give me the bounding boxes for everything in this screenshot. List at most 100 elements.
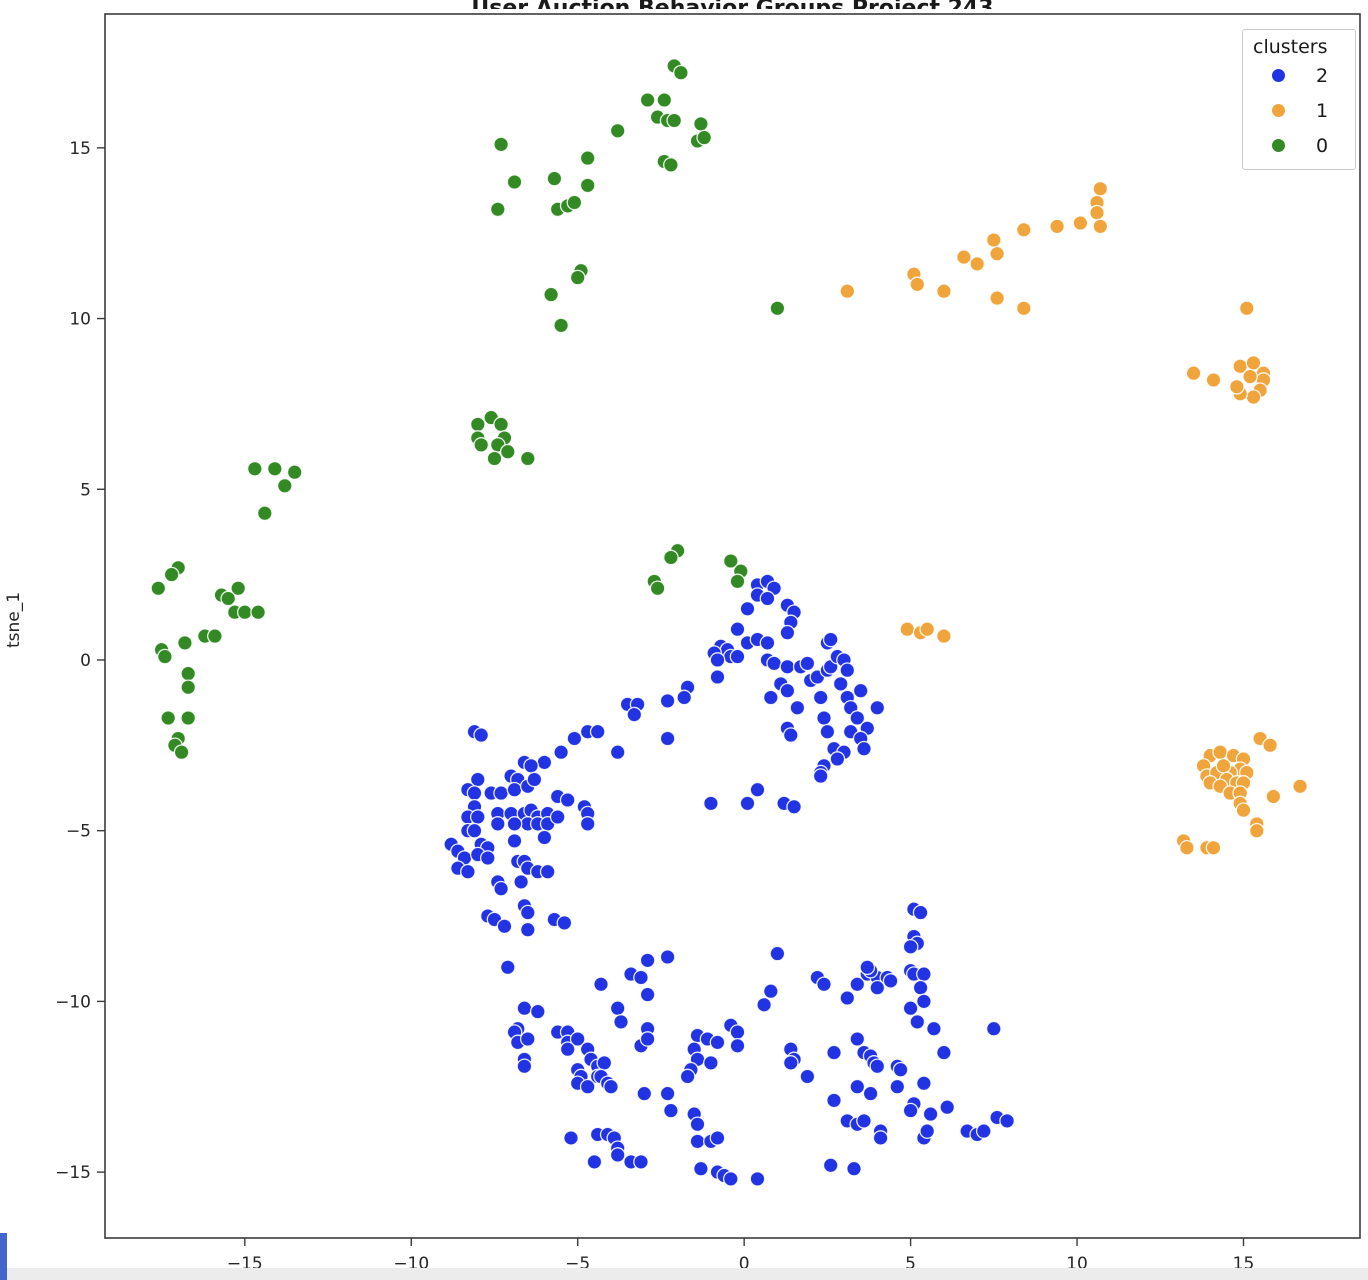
data-point	[256, 505, 273, 522]
data-point	[473, 727, 490, 743]
data-point	[729, 621, 746, 638]
data-point	[912, 904, 929, 921]
data-point	[496, 918, 513, 935]
data-point	[709, 669, 726, 685]
data-point	[909, 1014, 926, 1030]
data-point	[822, 1157, 839, 1174]
data-point	[812, 768, 829, 784]
data-point	[656, 92, 673, 108]
plot-title: User Auction Behavior Groups Project 243	[105, 0, 1360, 9]
data-point	[869, 699, 886, 716]
data-point	[729, 648, 746, 665]
data-point	[220, 590, 237, 607]
data-point	[493, 880, 509, 897]
data-point	[569, 269, 586, 286]
data-point	[839, 283, 856, 300]
data-point	[1015, 300, 1032, 317]
data-point	[180, 679, 197, 696]
data-point	[936, 283, 952, 300]
data-point	[985, 1020, 1002, 1037]
legend-label: 1	[1316, 99, 1329, 122]
y-tick-label: 0	[80, 651, 91, 671]
data-point	[912, 979, 929, 996]
data-point	[899, 621, 916, 638]
data-point	[859, 959, 876, 976]
data-point	[513, 874, 529, 890]
data-point	[799, 1068, 816, 1085]
data-point	[506, 174, 523, 190]
data-point	[1292, 778, 1308, 795]
data-point	[566, 730, 583, 747]
data-point	[849, 976, 866, 993]
data-point	[489, 816, 506, 832]
data-point	[553, 317, 569, 334]
legend: clusters 2 1 0	[1242, 29, 1356, 170]
data-point	[659, 949, 676, 965]
data-point	[975, 1123, 992, 1139]
data-point	[909, 276, 926, 293]
data-point	[479, 850, 496, 866]
data-point	[1242, 368, 1258, 385]
data-point	[826, 1092, 842, 1109]
data-point	[1092, 218, 1109, 235]
data-point	[1179, 839, 1195, 856]
data-point	[523, 757, 539, 774]
data-point	[999, 1113, 1015, 1129]
data-point	[722, 1171, 739, 1187]
data-point	[516, 1000, 533, 1017]
data-point	[519, 904, 536, 921]
data-point	[759, 635, 776, 651]
data-point	[586, 1154, 603, 1170]
legend-label: 0	[1316, 134, 1329, 157]
y-tick-label: 15	[69, 139, 91, 159]
data-point	[782, 727, 799, 743]
data-point	[779, 658, 796, 675]
data-point	[563, 1130, 579, 1146]
data-point	[519, 1031, 536, 1047]
left-edge-artifact	[0, 1233, 7, 1280]
data-point	[177, 635, 193, 651]
data-point	[703, 1055, 719, 1071]
data-point	[589, 723, 606, 740]
data-point	[849, 1078, 866, 1095]
data-point	[846, 1160, 862, 1177]
data-point	[679, 1068, 696, 1085]
data-point	[902, 1000, 919, 1017]
data-point	[869, 1058, 886, 1075]
data-point	[882, 973, 899, 989]
x-tick-label: 5	[905, 1254, 916, 1274]
data-point	[609, 1147, 626, 1163]
data-point	[739, 795, 756, 812]
data-point	[493, 416, 509, 433]
data-point	[919, 1123, 936, 1139]
data-point	[633, 1154, 649, 1170]
data-point	[839, 990, 856, 1006]
data-point	[180, 710, 197, 726]
data-point	[556, 915, 573, 931]
data-point	[922, 1106, 939, 1122]
data-point	[936, 628, 952, 644]
data-point	[609, 1000, 626, 1017]
y-tick-label: −10	[55, 992, 91, 1012]
data-point	[729, 1037, 746, 1054]
data-point	[869, 979, 886, 996]
data-point	[579, 177, 596, 194]
data-point	[722, 553, 739, 569]
data-point	[769, 945, 786, 962]
data-point	[519, 921, 536, 938]
data-point	[659, 1085, 676, 1102]
data-point	[703, 795, 719, 812]
data-point	[506, 833, 523, 849]
data-point	[466, 785, 483, 801]
data-point	[779, 624, 796, 641]
data-point	[526, 771, 543, 788]
data-point	[1089, 204, 1105, 221]
data-point	[852, 682, 869, 699]
data-point	[553, 744, 569, 761]
data-point	[486, 450, 503, 467]
data-point	[639, 986, 656, 1003]
data-point	[1092, 180, 1109, 197]
data-point	[469, 809, 486, 825]
y-tick-label: −15	[55, 1163, 91, 1183]
